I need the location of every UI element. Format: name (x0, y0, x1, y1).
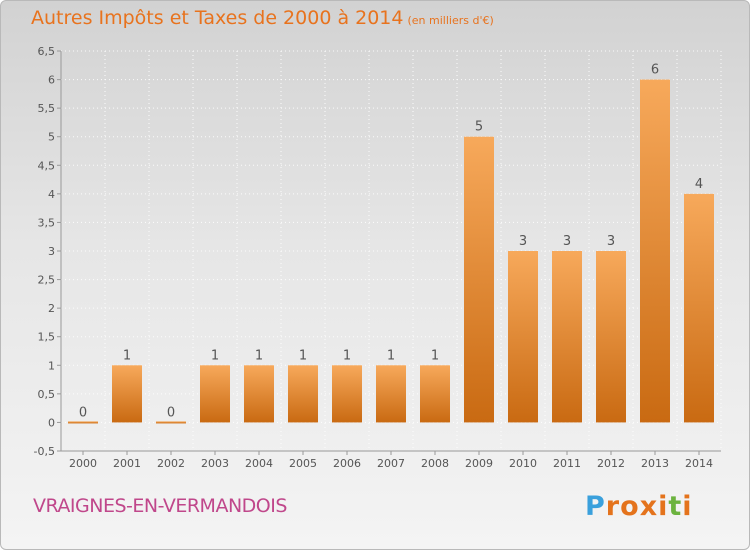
x-tick-label: 2001 (113, 457, 141, 470)
x-tick-label: 2011 (553, 457, 581, 470)
bar-2014 (684, 193, 714, 423)
bar-2011 (552, 251, 582, 423)
chart-title: Autres Impôts et Taxes de 2000 à 2014 (en… (31, 7, 494, 29)
x-tick-label: 2000 (69, 457, 97, 470)
x-tick-label: 2009 (465, 457, 493, 470)
y-tick-label: 2 (48, 302, 55, 315)
y-tick-label: 2,5 (38, 274, 56, 287)
data-label: 6 (651, 63, 659, 78)
logo-letter: i (658, 491, 669, 522)
y-tick-label: 0,5 (38, 388, 56, 401)
x-tick-label: 2006 (333, 457, 361, 470)
x-tick-label: 2003 (201, 457, 229, 470)
data-label: 1 (123, 348, 131, 363)
bar-2001 (112, 365, 142, 423)
x-tick-label: 2005 (289, 457, 317, 470)
data-label: 0 (79, 405, 87, 420)
y-tick-label: 3 (48, 245, 55, 258)
y-tick-label: -0,5 (34, 445, 55, 458)
bar-2003 (200, 365, 230, 423)
y-tick-label: 0 (48, 416, 55, 429)
y-tick-label: 5,5 (38, 102, 56, 115)
bar-2006 (332, 365, 362, 423)
x-tick-label: 2004 (245, 457, 273, 470)
title-text: Autres Impôts et Taxes de 2000 à 2014 (31, 7, 404, 29)
y-tick-label: 4 (48, 188, 55, 201)
bar-2000 (68, 421, 98, 424)
data-label: 1 (343, 348, 351, 363)
data-label: 3 (563, 234, 571, 249)
logo-letter: x (639, 491, 659, 522)
title-unit: (en milliers d'€) (407, 14, 494, 27)
bar-2007 (376, 365, 406, 423)
data-label: 1 (255, 348, 263, 363)
logo-letter: o (620, 491, 640, 522)
data-label: 5 (475, 120, 483, 135)
bar-2008 (420, 365, 450, 423)
bar-2010 (508, 251, 538, 423)
y-tick-label: 5 (48, 131, 55, 144)
x-tick-label: 2012 (597, 457, 625, 470)
x-tick-label: 2002 (157, 457, 185, 470)
logo-letter: P (585, 491, 606, 522)
bar-2004 (244, 365, 274, 423)
data-label: 4 (695, 177, 703, 192)
logo-letter: i (682, 491, 693, 522)
data-label: 1 (431, 348, 439, 363)
commune-name: VRAIGNES-EN-VERMANDOIS (33, 495, 287, 517)
y-tick-label: 1,5 (38, 331, 56, 344)
x-tick-label: 2013 (641, 457, 669, 470)
data-label: 1 (211, 348, 219, 363)
data-label: 1 (387, 348, 395, 363)
proxiti-logo: Proxiti (585, 491, 693, 522)
x-tick-label: 2010 (509, 457, 537, 470)
y-tick-label: 3,5 (38, 216, 56, 229)
bar-2009 (464, 136, 494, 423)
y-tick-label: 4,5 (38, 159, 56, 172)
y-tick-label: 6,5 (38, 45, 56, 58)
data-label: 3 (519, 234, 527, 249)
x-tick-label: 2014 (685, 457, 713, 470)
y-tick-label: 6 (48, 74, 55, 87)
y-tick-label: 1 (48, 359, 55, 372)
data-label: 3 (607, 234, 615, 249)
data-label: 1 (299, 348, 307, 363)
data-label: 0 (167, 405, 175, 420)
x-tick-label: 2008 (421, 457, 449, 470)
bar-2012 (596, 251, 626, 423)
bar-2002 (156, 421, 186, 424)
logo-letter: r (605, 491, 621, 522)
bar-2013 (640, 79, 670, 423)
x-tick-label: 2007 (377, 457, 405, 470)
bar-2005 (288, 365, 318, 423)
logo-letter: t (668, 491, 683, 522)
